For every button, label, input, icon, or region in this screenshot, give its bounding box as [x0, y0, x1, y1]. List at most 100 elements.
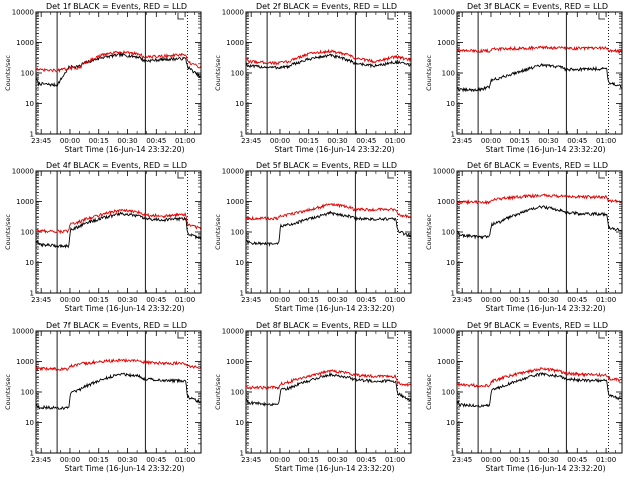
x-tick-label: 23:45 — [452, 296, 472, 304]
x-axis-label: Start Time (16-Jun-14 23:32:20) — [275, 304, 395, 313]
x-tick-label: 00:15 — [510, 456, 530, 464]
plot-frame — [245, 170, 412, 294]
x-tick-label: 00:00 — [60, 456, 80, 464]
y-tick-label: 10 — [235, 100, 244, 108]
events-series-line — [456, 371, 622, 408]
x-tick-label: 00:30 — [327, 456, 347, 464]
x-tick-label: 00:45 — [146, 296, 166, 304]
x-tick-label: 00:15 — [89, 137, 109, 145]
lld-series-line — [245, 48, 411, 66]
bracket-mark — [598, 13, 605, 20]
x-tick-label: 01:00 — [385, 296, 405, 304]
y-tick-label: 10000 — [12, 9, 34, 17]
lld-series-line — [456, 192, 622, 206]
panel-title: Det 6f BLACK = Events, RED = LLD — [467, 161, 608, 170]
x-axis-label: Start Time (16-Jun-14 23:32:20) — [65, 145, 185, 154]
lld-series-line — [35, 49, 201, 73]
y-tick-label: 10000 — [222, 328, 244, 336]
y-tick-label: 1 — [240, 290, 244, 298]
x-tick-label: 23:45 — [241, 296, 261, 304]
y-tick-label: 10000 — [222, 9, 244, 17]
bracket-mark — [177, 332, 184, 339]
x-tick-label: 00:30 — [117, 296, 137, 304]
y-axis-label: Counts/sec — [4, 214, 12, 250]
y-tick-label: 1000 — [16, 198, 34, 206]
y-tick-label: 1 — [30, 131, 34, 139]
y-tick-label: 10000 — [433, 328, 455, 336]
lld-series-line — [35, 357, 201, 372]
panel-title: Det 3f BLACK = Events, RED = LLD — [467, 2, 608, 11]
x-tick-label: 00:45 — [146, 456, 166, 464]
x-tick-label: 23:45 — [241, 137, 261, 145]
events-series-line — [245, 210, 411, 248]
x-tick-label: 00:15 — [89, 456, 109, 464]
y-tick-label: 1000 — [437, 39, 455, 47]
y-tick-label: 1000 — [226, 358, 244, 366]
x-tick-label: 00:00 — [481, 296, 501, 304]
y-tick-label: 1 — [451, 290, 455, 298]
y-tick-label: 1 — [30, 290, 34, 298]
plot-frame — [456, 170, 623, 294]
panel-det-9: Det 9f BLACK = Events, RED = LLD 1 10 100 10… — [425, 321, 623, 473]
bracket-mark — [387, 332, 394, 339]
x-axis-label: Start Time (16-Jun-14 23:32:20) — [65, 304, 185, 313]
events-series-line — [245, 371, 411, 407]
panel-det-3: Det 3f BLACK = Events, RED = LLD 1 10 100 10… — [425, 2, 623, 154]
y-axis-label: Counts/sec — [425, 214, 433, 250]
x-tick-label: 00:00 — [270, 456, 290, 464]
panel-title: Det 5f BLACK = Events, RED = LLD — [256, 161, 397, 170]
x-tick-label: 00:15 — [510, 296, 530, 304]
x-tick-label: 00:00 — [60, 137, 80, 145]
x-tick-label: 00:00 — [481, 137, 501, 145]
y-tick-label: 10 — [25, 259, 34, 267]
x-tick-label: 00:30 — [327, 296, 347, 304]
y-tick-label: 1000 — [16, 39, 34, 47]
x-tick-label: 00:15 — [299, 137, 319, 145]
y-tick-label: 1 — [240, 131, 244, 139]
x-tick-label: 00:15 — [510, 137, 530, 145]
x-axis-label: Start Time (16-Jun-14 23:32:20) — [275, 145, 395, 154]
x-axis-label: Start Time (16-Jun-14 23:32:20) — [486, 304, 606, 313]
x-tick-label: 23:45 — [241, 456, 261, 464]
panel-title: Det 7f BLACK = Events, RED = LLD — [46, 321, 187, 330]
plot-frame — [35, 11, 202, 135]
y-tick-label: 100 — [21, 70, 34, 78]
y-tick-label: 1000 — [437, 198, 455, 206]
y-axis-label: Counts/sec — [214, 214, 222, 250]
y-tick-label: 100 — [442, 229, 455, 237]
y-tick-label: 10 — [25, 100, 34, 108]
panel-det-2: Det 2f BLACK = Events, RED = LLD 1 10 100 10… — [214, 2, 412, 154]
events-series-line — [35, 52, 201, 88]
x-tick-label: 01:00 — [596, 456, 616, 464]
panel-title: Det 8f BLACK = Events, RED = LLD — [256, 321, 397, 330]
y-axis-label: Counts/sec — [4, 55, 12, 91]
y-tick-label: 100 — [231, 229, 244, 237]
x-tick-label: 01:00 — [175, 137, 195, 145]
y-tick-label: 10000 — [12, 328, 34, 336]
panel-det-8: Det 8f BLACK = Events, RED = LLD 1 10 100 10… — [214, 321, 412, 473]
y-tick-label: 10000 — [433, 168, 455, 176]
bracket-mark — [598, 172, 605, 179]
x-tick-label: 00:15 — [299, 296, 319, 304]
x-tick-label: 01:00 — [385, 456, 405, 464]
events-series-line — [245, 53, 411, 70]
x-tick-label: 00:30 — [117, 137, 137, 145]
lld-series-line — [456, 45, 622, 55]
x-tick-label: 23:45 — [31, 296, 51, 304]
y-tick-label: 10000 — [433, 9, 455, 17]
panel-title: Det 1f BLACK = Events, RED = LLD — [46, 2, 187, 11]
panel-title: Det 9f BLACK = Events, RED = LLD — [467, 321, 608, 330]
y-tick-label: 1 — [451, 131, 455, 139]
events-series-line — [35, 211, 201, 249]
y-tick-label: 1000 — [437, 358, 455, 366]
events-series-line — [456, 63, 622, 93]
x-tick-label: 00:00 — [270, 296, 290, 304]
lld-series-line — [245, 369, 411, 391]
y-tick-label: 1 — [240, 450, 244, 458]
x-tick-label: 00:30 — [538, 456, 558, 464]
y-tick-label: 1 — [451, 450, 455, 458]
x-tick-label: 01:00 — [175, 296, 195, 304]
y-tick-label: 1000 — [226, 198, 244, 206]
x-tick-label: 00:45 — [567, 296, 587, 304]
